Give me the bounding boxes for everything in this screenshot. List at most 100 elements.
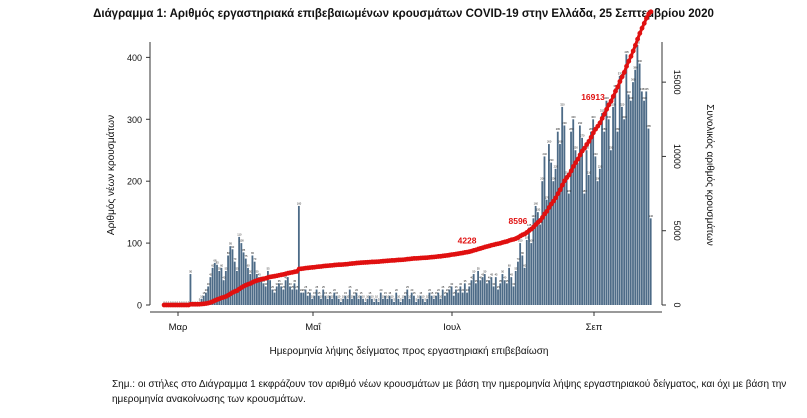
bar-data-label: 55 xyxy=(267,266,270,270)
cumulative-point xyxy=(597,120,603,126)
bar xyxy=(554,168,557,305)
bar-data-label: 200 xyxy=(596,177,601,181)
bar-data-label: 25 xyxy=(455,285,458,289)
bar xyxy=(468,286,471,305)
bar xyxy=(463,283,466,305)
bar-data-label: 80 xyxy=(251,251,254,255)
bar-data-label: 25 xyxy=(295,285,298,289)
bar xyxy=(647,128,650,305)
bar-data-label: 300 xyxy=(571,115,576,119)
bar-data-label: 10 xyxy=(200,294,203,298)
bar-data-label: 55 xyxy=(218,266,221,270)
cumulative-point xyxy=(599,115,605,121)
bar-data-label: 25 xyxy=(448,285,451,289)
bar-data-label: 15 xyxy=(353,291,356,295)
bar-data-label: 390 xyxy=(638,59,643,63)
bar-data-label: 55 xyxy=(477,266,480,270)
bar xyxy=(629,100,632,306)
cumulative-point xyxy=(610,93,616,99)
bar-data-label: 30 xyxy=(276,282,279,286)
bar-data-label: 280 xyxy=(589,127,594,131)
bar-data-label: 10 xyxy=(408,294,411,298)
bar xyxy=(474,283,477,305)
bar xyxy=(435,295,437,305)
bar-data-label: 10 xyxy=(422,294,425,298)
bar xyxy=(413,295,415,305)
x-tick-label: Μαρ xyxy=(169,322,188,333)
cumulative-point xyxy=(615,84,621,90)
chart-title: Διάγραμμα 1: Αριθμός εργαστηριακά επιβεβ… xyxy=(93,8,714,20)
bar xyxy=(552,181,555,305)
bar-data-label: 15 xyxy=(384,291,387,295)
cumulative-point xyxy=(602,111,607,117)
bar-data-label: 250 xyxy=(585,146,590,150)
bar xyxy=(406,289,409,305)
bar-data-label: 15 xyxy=(404,291,407,295)
bar-data-label: 35 xyxy=(475,279,478,283)
bar-data-label: 125 xyxy=(527,223,532,227)
bar-data-label: 20 xyxy=(333,288,336,292)
bar xyxy=(532,218,535,305)
y-tick-label: 200 xyxy=(127,177,142,187)
bar-data-label: 10 xyxy=(342,294,345,298)
bar xyxy=(521,255,524,305)
bar xyxy=(501,274,504,305)
bar-data-label: 60 xyxy=(211,263,214,267)
bar xyxy=(587,175,590,305)
bar xyxy=(512,286,515,305)
bar-data-label: 230 xyxy=(549,158,554,162)
bar xyxy=(375,298,378,305)
bar-data-label: 80 xyxy=(227,251,230,255)
bar xyxy=(574,150,577,305)
bar-data-label: 10 xyxy=(337,294,340,298)
cumulative-point xyxy=(568,168,574,174)
bar xyxy=(523,267,526,305)
bar-data-label: 25 xyxy=(406,285,409,289)
bar xyxy=(419,295,422,305)
bar-data-label: 0 xyxy=(188,301,190,305)
bar-data-label: 10 xyxy=(417,294,420,298)
bar-data-label: 55 xyxy=(236,266,239,270)
bar-data-label: 90 xyxy=(231,245,234,249)
bar xyxy=(240,243,243,305)
x-ticks-group: Μαρ Μαΐ Ιουλ Σεπ xyxy=(169,312,603,333)
cumulative-point xyxy=(637,30,643,36)
bar xyxy=(364,301,367,305)
bar-data-label: 85 xyxy=(242,248,245,252)
bar-data-label: 105 xyxy=(525,236,530,240)
footnote: Σημ.: οι στήλες στο Διάγραμμα 1 εκφράζου… xyxy=(112,379,787,405)
bar xyxy=(621,106,623,306)
bar-data-label: 20 xyxy=(457,288,460,292)
bar xyxy=(616,131,619,305)
bar xyxy=(271,289,274,305)
bar-data-label: 180 xyxy=(567,189,572,193)
bar xyxy=(590,131,592,305)
bar xyxy=(238,236,241,305)
bar xyxy=(539,224,541,305)
bar xyxy=(607,119,610,305)
bar xyxy=(231,249,234,305)
bar xyxy=(229,246,232,305)
bar-data-label: 345 xyxy=(640,87,645,91)
bar-data-label: 180 xyxy=(582,189,587,193)
bar xyxy=(255,274,258,305)
cumulative-point xyxy=(641,20,647,26)
bar xyxy=(461,292,464,305)
bar xyxy=(585,150,588,305)
bar xyxy=(224,270,227,305)
bar xyxy=(262,283,265,305)
bar xyxy=(609,150,612,305)
bar xyxy=(548,144,550,305)
bar-data-label: 210 xyxy=(565,171,570,175)
bar xyxy=(519,243,522,305)
bar-data-label: 300 xyxy=(607,115,612,119)
bar xyxy=(395,292,398,305)
bar xyxy=(417,298,420,305)
bar-data-label: 15 xyxy=(344,291,347,295)
bar-data-label: 50 xyxy=(189,270,192,274)
y-tick-label: 400 xyxy=(127,53,142,63)
bar-data-label: 140 xyxy=(531,214,536,218)
bar-data-label: 260 xyxy=(558,140,563,144)
cumulative-point xyxy=(577,152,583,158)
bar xyxy=(213,262,216,305)
